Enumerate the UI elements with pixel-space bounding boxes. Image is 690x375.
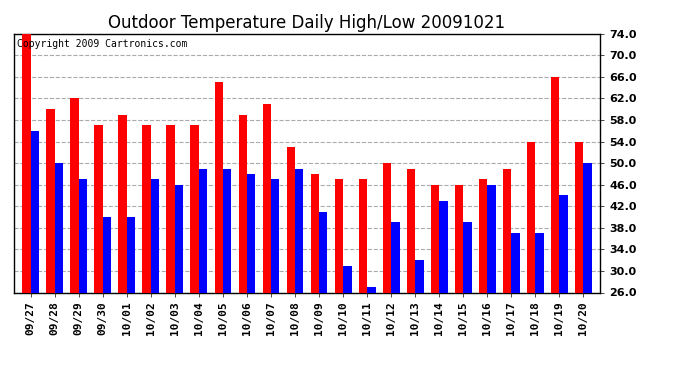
Bar <box>55 163 63 375</box>
Bar <box>487 185 495 375</box>
Bar <box>46 109 55 375</box>
Bar <box>391 222 400 375</box>
Bar <box>271 179 279 375</box>
Bar <box>415 260 424 375</box>
Bar <box>584 163 592 375</box>
Bar <box>511 233 520 375</box>
Bar <box>223 168 231 375</box>
Bar <box>295 168 304 375</box>
Bar <box>455 185 463 375</box>
Bar <box>239 115 247 375</box>
Bar <box>286 147 295 375</box>
Bar <box>367 287 375 375</box>
Bar <box>175 185 184 375</box>
Bar <box>151 179 159 375</box>
Bar <box>431 185 440 375</box>
Bar <box>310 174 319 375</box>
Bar <box>215 82 223 375</box>
Title: Outdoor Temperature Daily High/Low 20091021: Outdoor Temperature Daily High/Low 20091… <box>108 14 506 32</box>
Bar <box>247 174 255 375</box>
Bar <box>95 125 103 375</box>
Bar <box>127 217 135 375</box>
Bar <box>479 179 487 375</box>
Bar <box>343 266 351 375</box>
Bar <box>166 125 175 375</box>
Bar <box>70 99 79 375</box>
Bar <box>119 115 127 375</box>
Bar <box>503 168 511 375</box>
Bar <box>359 179 367 375</box>
Bar <box>560 195 568 375</box>
Bar <box>190 125 199 375</box>
Bar <box>335 179 343 375</box>
Bar <box>103 217 111 375</box>
Text: Copyright 2009 Cartronics.com: Copyright 2009 Cartronics.com <box>17 39 187 49</box>
Bar <box>575 142 584 375</box>
Bar <box>142 125 151 375</box>
Bar <box>383 163 391 375</box>
Bar <box>407 168 415 375</box>
Bar <box>30 131 39 375</box>
Bar <box>535 233 544 375</box>
Bar <box>527 142 535 375</box>
Bar <box>263 104 271 375</box>
Bar <box>79 179 87 375</box>
Bar <box>22 23 30 375</box>
Bar <box>440 201 448 375</box>
Bar <box>199 168 207 375</box>
Bar <box>319 211 328 375</box>
Bar <box>463 222 472 375</box>
Bar <box>551 77 560 375</box>
